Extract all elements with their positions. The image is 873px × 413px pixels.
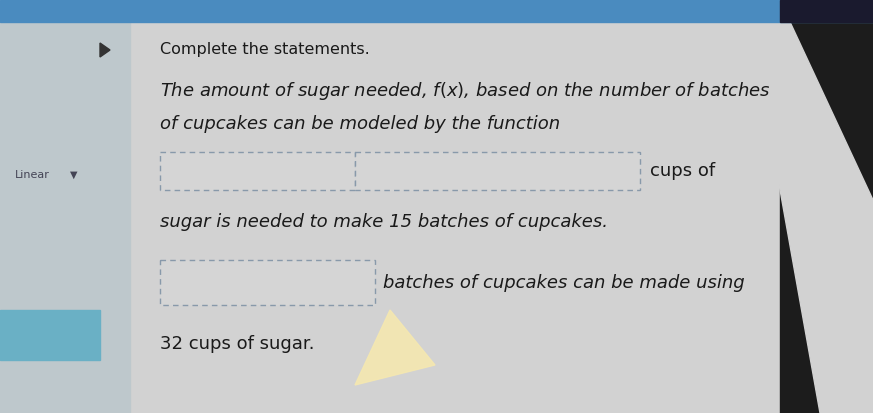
Polygon shape <box>355 310 435 385</box>
Polygon shape <box>100 43 110 57</box>
Bar <box>355 152 640 190</box>
Text: 32 cups of sugar.: 32 cups of sugar. <box>160 335 314 353</box>
Text: The amount of sugar needed, $f(x)$, based on the number of batches: The amount of sugar needed, $f(x)$, base… <box>160 80 771 102</box>
Text: sugar is needed to make 15 batches of cupcakes.: sugar is needed to make 15 batches of cu… <box>160 213 608 231</box>
Bar <box>780 22 873 413</box>
Text: ▼: ▼ <box>70 170 78 180</box>
Bar <box>130 22 780 413</box>
Text: Complete the statements.: Complete the statements. <box>160 42 370 57</box>
Text: Linear: Linear <box>15 170 50 180</box>
Bar <box>0 0 873 22</box>
Bar <box>160 260 375 305</box>
Bar <box>160 152 355 190</box>
Text: batches of cupcakes can be made using: batches of cupcakes can be made using <box>383 273 745 292</box>
Polygon shape <box>750 22 873 413</box>
Text: cups of: cups of <box>650 162 715 180</box>
Bar <box>780 0 873 22</box>
Bar <box>0 310 100 360</box>
Bar <box>0 22 130 413</box>
Text: of cupcakes can be modeled by the function: of cupcakes can be modeled by the functi… <box>160 115 560 133</box>
